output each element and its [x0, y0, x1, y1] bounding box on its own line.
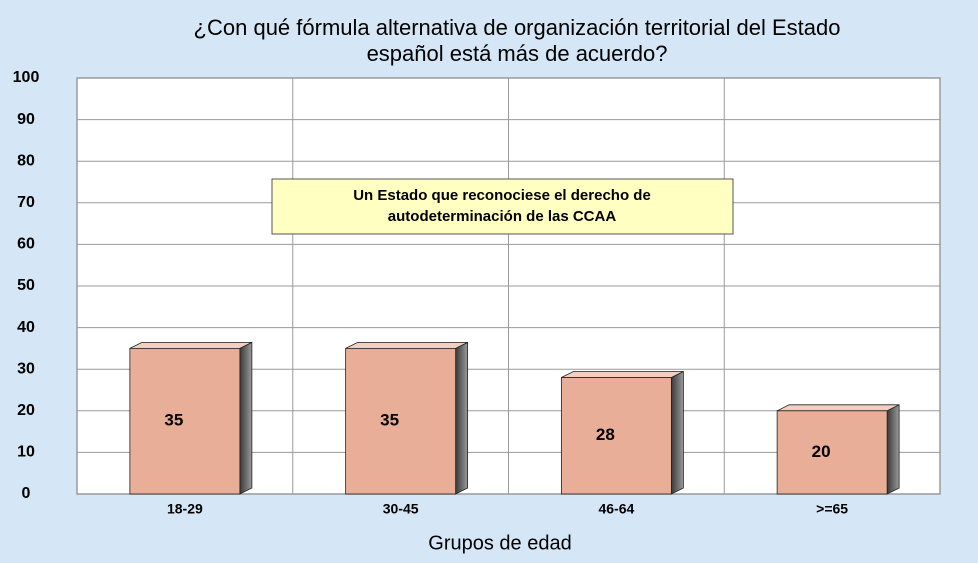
bar-side — [886, 404, 900, 495]
y-tick-label: 90 — [17, 111, 35, 128]
bar-side — [239, 341, 253, 495]
bar-side — [455, 341, 469, 495]
data-label: 28 — [596, 425, 615, 444]
x-tick-label: 18-29 — [167, 501, 203, 517]
annotation: autodeterminación de las CCAA — [388, 208, 617, 225]
annotation-box — [271, 178, 734, 235]
data-label: 35 — [164, 411, 183, 430]
y-tick-label: 0 — [22, 485, 31, 502]
y-tick-label: 70 — [17, 194, 35, 211]
y-tick-label: 80 — [17, 152, 35, 169]
y-tick-label: 40 — [17, 319, 35, 336]
data-label: 20 — [812, 442, 831, 461]
bar-top — [561, 371, 684, 378]
y-tick-label: 10 — [17, 444, 35, 461]
bar-side — [670, 370, 684, 495]
y-tick-label: 50 — [17, 277, 35, 294]
bar — [345, 347, 457, 495]
bars: 35 35 28 20 — [129, 341, 900, 495]
bar — [776, 410, 888, 495]
y-tick-label: 30 — [17, 360, 35, 377]
data-label: 35 — [380, 411, 399, 430]
bar — [560, 377, 672, 495]
x-tick-label: 46-64 — [598, 501, 634, 517]
y-tick-label: 100 — [13, 69, 40, 86]
chart-title: español está más de acuerdo? — [367, 41, 668, 66]
y-tick-label: 20 — [17, 402, 35, 419]
chart-title: ¿Con qué fórmula alternativa de organiza… — [194, 15, 841, 40]
x-tick-label: >=65 — [816, 501, 848, 517]
y-tick-label: 60 — [17, 236, 35, 253]
bar-top — [129, 341, 253, 349]
bar — [129, 347, 241, 495]
bar-top — [345, 341, 468, 349]
x-axis-label: Grupos de edad — [428, 532, 571, 554]
x-tick-label: 30-45 — [383, 501, 419, 517]
annotation: Un Estado que reconociese el derecho de — [353, 187, 651, 204]
bar-top — [776, 404, 900, 412]
